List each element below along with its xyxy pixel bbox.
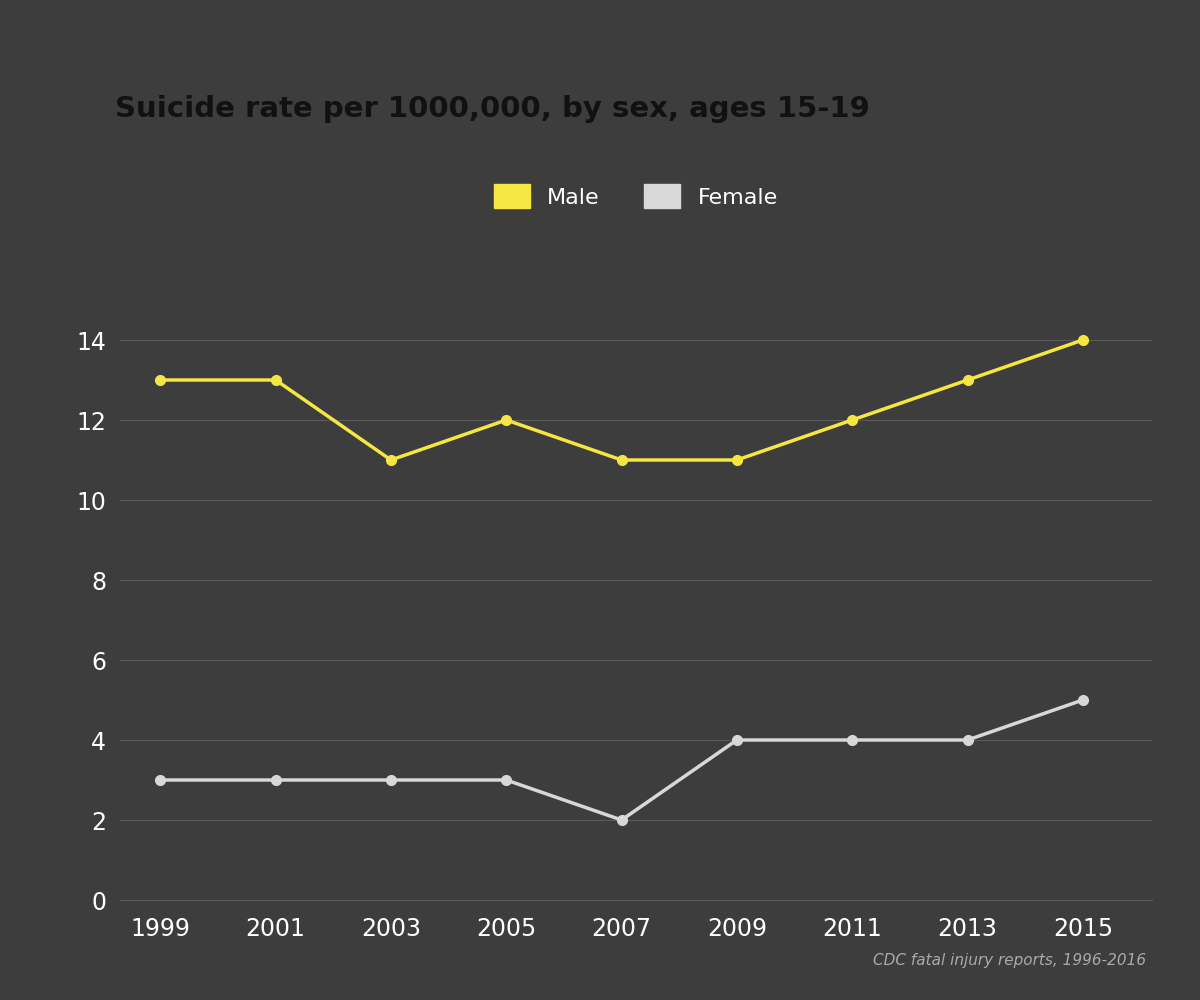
Legend: Male, Female: Male, Female <box>482 173 790 219</box>
Text: Suicide rate per 1000,000, by sex, ages 15-19: Suicide rate per 1000,000, by sex, ages … <box>114 95 870 123</box>
Text: CDC fatal injury reports, 1996-2016: CDC fatal injury reports, 1996-2016 <box>872 953 1146 968</box>
